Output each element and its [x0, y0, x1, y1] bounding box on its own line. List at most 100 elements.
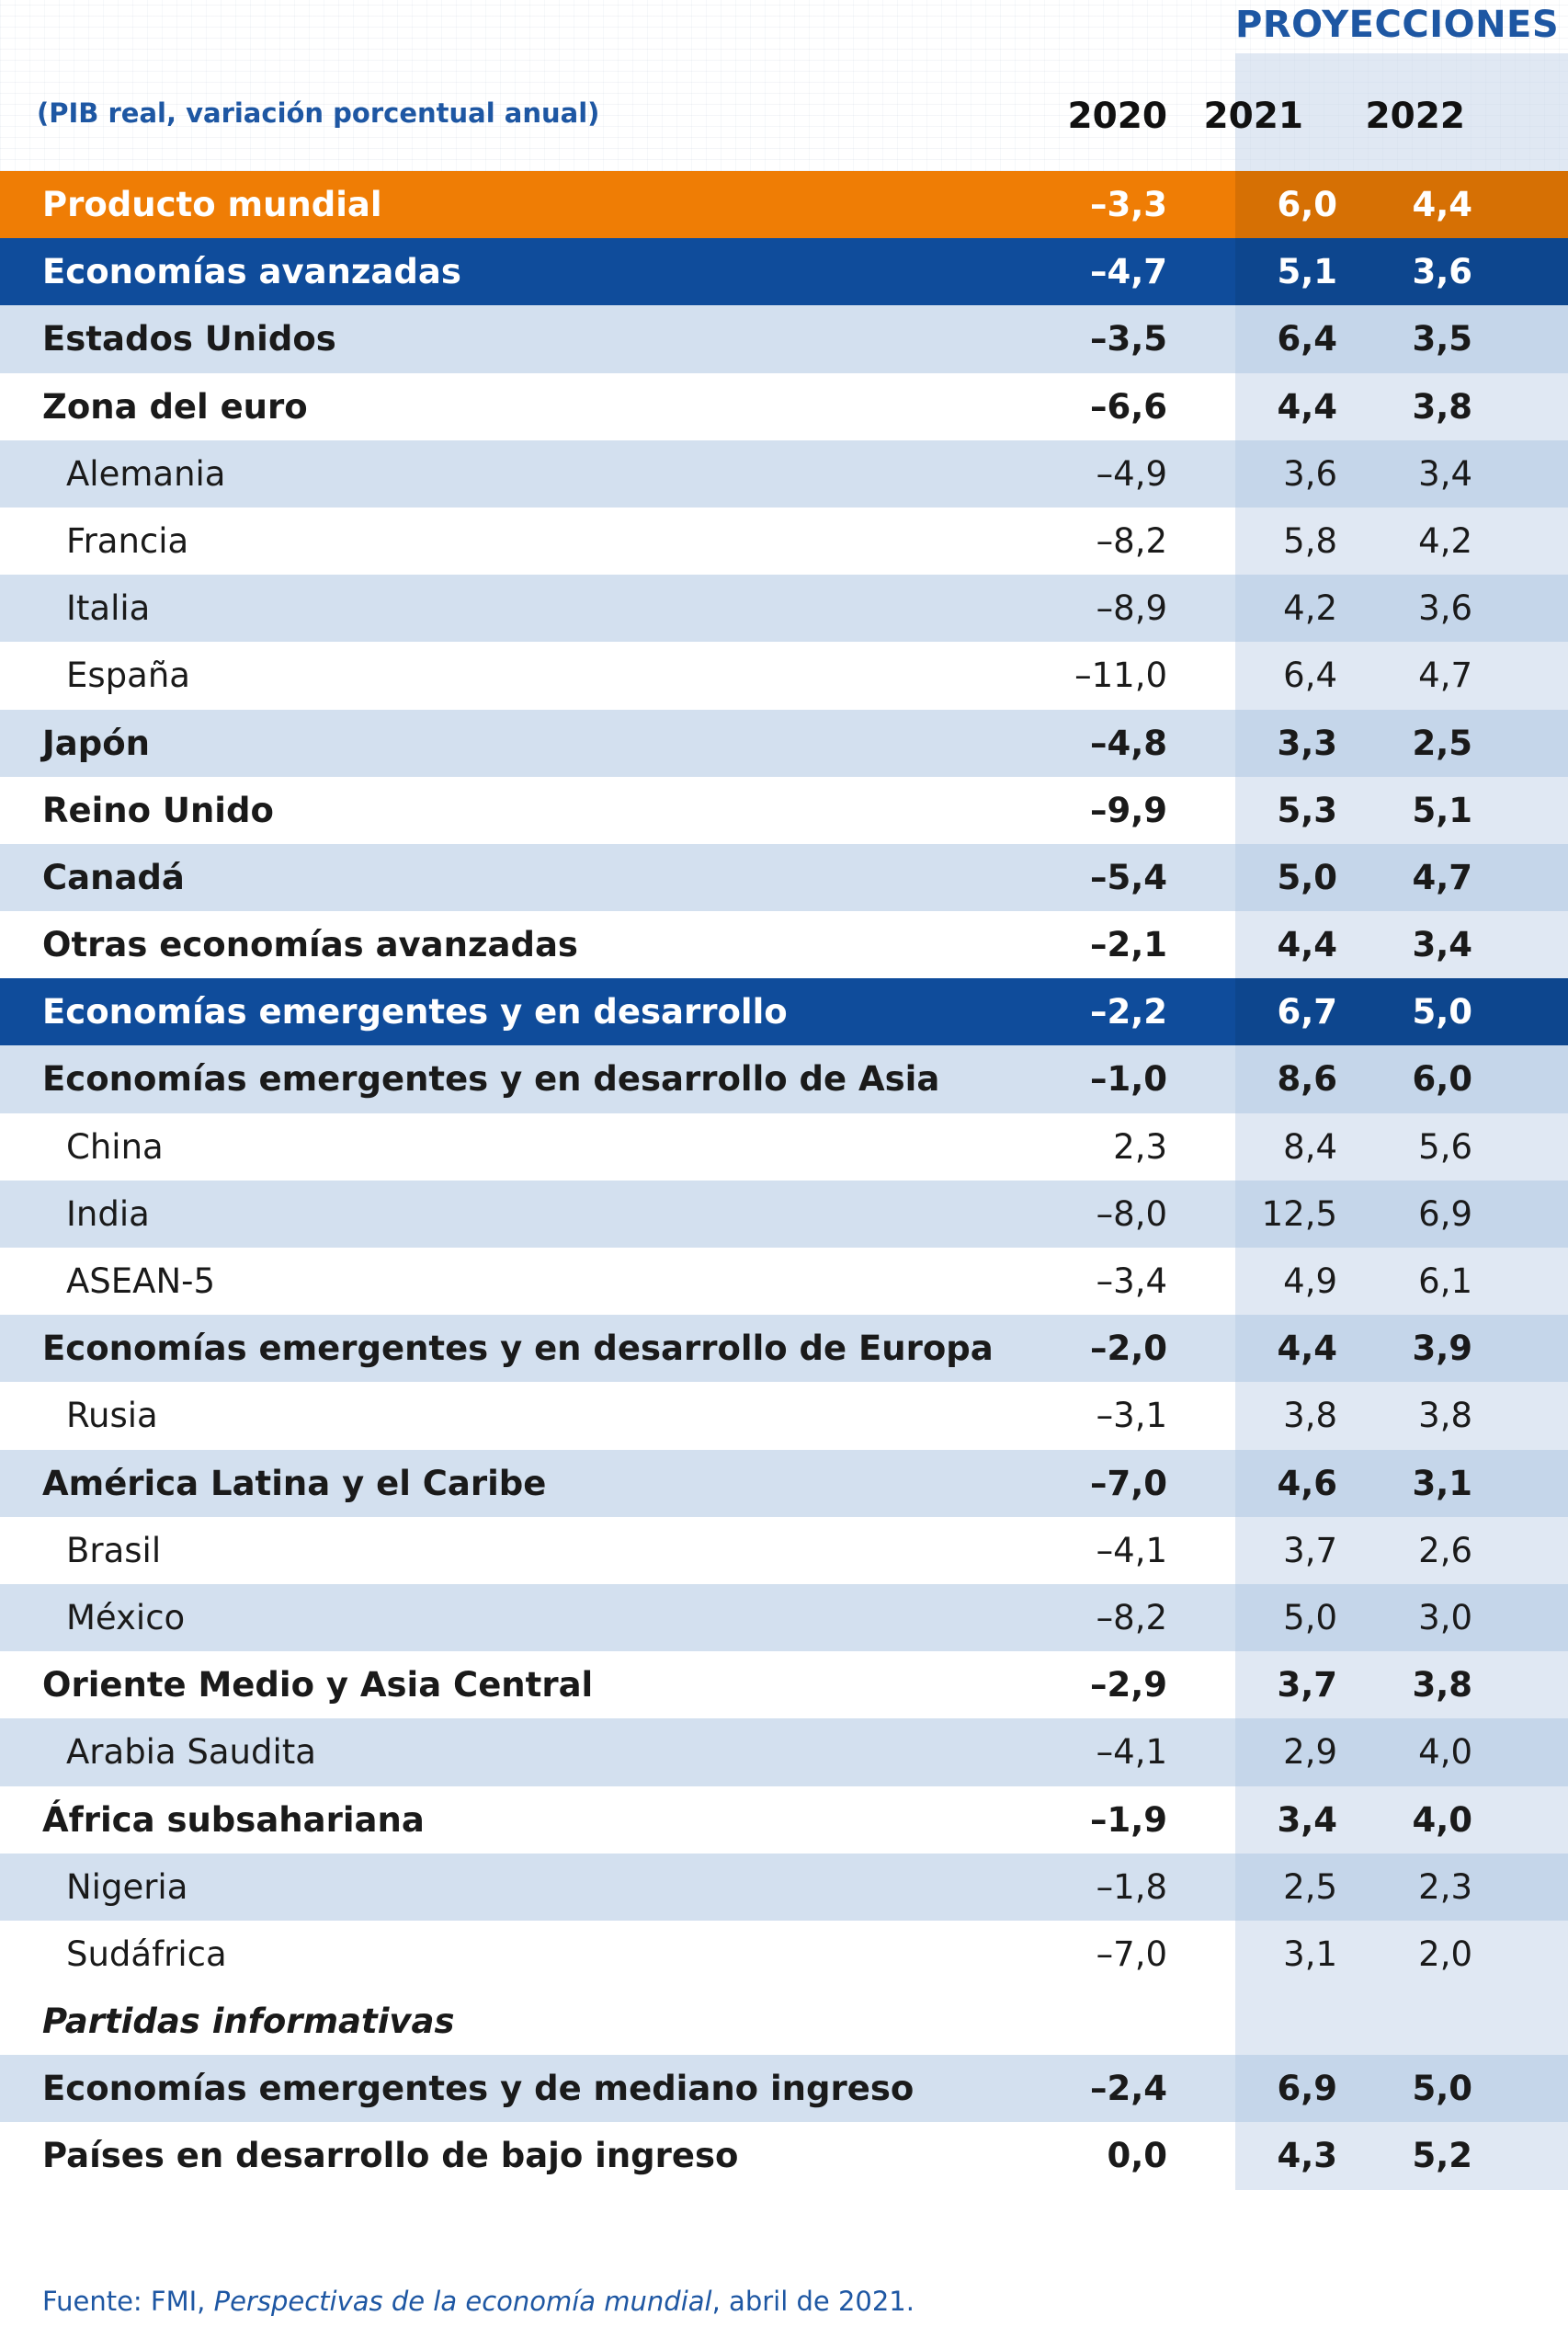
value-cell-2022: 3,8: [1335, 1651, 1472, 1718]
value-cell-2022: 3,5: [1335, 305, 1472, 372]
value-cell-2022: 3,4: [1335, 440, 1472, 508]
table-row: Economías avanzadas –4,7 5,1 3,6: [0, 238, 1568, 305]
row-label: China: [66, 1113, 164, 1181]
table-row: Rusia –3,1 3,8 3,8: [0, 1382, 1568, 1449]
row-label: Producto mundial: [42, 171, 382, 238]
table-row: ASEAN-5 –3,4 4,9 6,1: [0, 1248, 1568, 1315]
value-cell-2021: [1199, 1988, 1337, 2055]
row-label: Brasil: [66, 1517, 161, 1584]
value-cell-2021: 4,9: [1199, 1248, 1337, 1315]
data-table: Producto mundial –3,3 6,0 4,4 Economías avan…: [0, 171, 1568, 2190]
row-label: Japón: [42, 710, 150, 777]
value-cell-2020: –6,6: [1029, 373, 1167, 440]
row-label: India: [66, 1181, 150, 1248]
row-label: Economías avanzadas: [42, 238, 461, 305]
value-cell-2022: 3,1: [1335, 1450, 1472, 1517]
value-cell-2021: 2,5: [1199, 1854, 1337, 1921]
table-row: Nigeria –1,8 2,5 2,3: [0, 1854, 1568, 1921]
value-cell-2020: –4,1: [1029, 1517, 1167, 1584]
table-row: Estados Unidos –3,5 6,4 3,5: [0, 305, 1568, 372]
value-cell-2021: 5,8: [1199, 508, 1337, 575]
value-cell-2022: 6,0: [1335, 1045, 1472, 1112]
value-cell-2021: 5,3: [1199, 777, 1337, 844]
table-row: Sudáfrica –7,0 3,1 2,0: [0, 1921, 1568, 1988]
table-row: Producto mundial –3,3 6,0 4,4: [0, 171, 1568, 238]
value-cell-2021: 4,4: [1199, 373, 1337, 440]
value-cell-2022: [1335, 1988, 1472, 2055]
row-label: Estados Unidos: [42, 305, 336, 372]
row-label: México: [66, 1584, 185, 1651]
value-cell-2020: –1,0: [1029, 1045, 1167, 1112]
value-cell-2020: –8,2: [1029, 508, 1167, 575]
row-label: Partidas informativas: [42, 1988, 454, 2055]
value-cell-2020: –2,2: [1029, 978, 1167, 1045]
value-cell-2022: 4,2: [1335, 508, 1472, 575]
value-cell-2022: 2,0: [1335, 1921, 1472, 1988]
value-cell-2022: 4,4: [1335, 171, 1472, 238]
table-row: México –8,2 5,0 3,0: [0, 1584, 1568, 1651]
row-label: Rusia: [66, 1382, 158, 1449]
value-cell-2021: 12,5: [1199, 1181, 1337, 1248]
row-label: Italia: [66, 575, 150, 642]
value-cell-2020: –3,3: [1029, 171, 1167, 238]
row-label: América Latina y el Caribe: [42, 1450, 546, 1517]
value-cell-2021: 3,1: [1199, 1921, 1337, 1988]
value-cell-2020: –1,8: [1029, 1854, 1167, 1921]
value-cell-2020: –3,1: [1029, 1382, 1167, 1449]
value-cell-2022: 3,4: [1335, 911, 1472, 978]
value-cell-2022: 5,6: [1335, 1113, 1472, 1181]
value-cell-2022: 5,2: [1335, 2122, 1472, 2189]
value-cell-2020: –8,9: [1029, 575, 1167, 642]
table-row: Oriente Medio y Asia Central –2,9 3,7 3,8: [0, 1651, 1568, 1718]
source-suffix: , abril de 2021.: [712, 2286, 915, 2317]
year-header-2020: 2020: [1029, 96, 1167, 137]
table-row: China 2,3 8,4 5,6: [0, 1113, 1568, 1181]
value-cell-2022: 6,1: [1335, 1248, 1472, 1315]
value-cell-2021: 3,4: [1199, 1786, 1337, 1854]
value-cell-2021: 3,7: [1199, 1651, 1337, 1718]
table-row: Arabia Saudita –4,1 2,9 4,0: [0, 1718, 1568, 1785]
source-note: Fuente: FMI, Perspectivas de la economía…: [42, 2286, 915, 2317]
value-cell-2022: 3,9: [1335, 1315, 1472, 1382]
table-row: Japón –4,8 3,3 2,5: [0, 710, 1568, 777]
value-cell-2021: 6,0: [1199, 171, 1337, 238]
value-cell-2021: 4,2: [1199, 575, 1337, 642]
value-cell-2022: 2,3: [1335, 1854, 1472, 1921]
row-label: Canadá: [42, 844, 185, 911]
value-cell-2021: 4,4: [1199, 911, 1337, 978]
table-row: África subsahariana –1,9 3,4 4,0: [0, 1786, 1568, 1854]
source-title: Perspectivas de la economía mundial: [214, 2286, 712, 2317]
table-row: Economías emergentes y en desarrollo de …: [0, 1315, 1568, 1382]
table-subtitle: (PIB real, variación porcentual anual): [37, 97, 599, 129]
value-cell-2020: –2,1: [1029, 911, 1167, 978]
value-cell-2021: 5,0: [1199, 1584, 1337, 1651]
row-label: Oriente Medio y Asia Central: [42, 1651, 593, 1718]
row-label: África subsahariana: [42, 1786, 425, 1854]
value-cell-2020: –4,1: [1029, 1718, 1167, 1785]
value-cell-2021: 6,7: [1199, 978, 1337, 1045]
table-row: Francia –8,2 5,8 4,2: [0, 508, 1568, 575]
value-cell-2020: –7,0: [1029, 1921, 1167, 1988]
value-cell-2020: 0,0: [1029, 2122, 1167, 2189]
table-row: Brasil –4,1 3,7 2,6: [0, 1517, 1568, 1584]
projections-label: PROYECCIONES: [1235, 4, 1548, 46]
value-cell-2022: 4,7: [1335, 642, 1472, 709]
value-cell-2021: 3,7: [1199, 1517, 1337, 1584]
value-cell-2020: –4,7: [1029, 238, 1167, 305]
value-cell-2022: 4,0: [1335, 1718, 1472, 1785]
table-row: Economías emergentes y en desarrollo de …: [0, 1045, 1568, 1112]
table-row: Otras economías avanzadas –2,1 4,4 3,4: [0, 911, 1568, 978]
row-label: Economías emergentes y en desarrollo: [42, 978, 788, 1045]
row-label: Reino Unido: [42, 777, 274, 844]
value-cell-2021: 5,1: [1199, 238, 1337, 305]
row-label: Alemania: [66, 440, 225, 508]
value-cell-2022: 3,8: [1335, 373, 1472, 440]
value-cell-2020: –1,9: [1029, 1786, 1167, 1854]
value-cell-2022: 3,8: [1335, 1382, 1472, 1449]
year-header-2021: 2021: [1165, 96, 1303, 137]
value-cell-2022: 6,9: [1335, 1181, 1472, 1248]
value-cell-2021: 4,3: [1199, 2122, 1337, 2189]
value-cell-2020: –3,4: [1029, 1248, 1167, 1315]
table-row: Reino Unido –9,9 5,3 5,1: [0, 777, 1568, 844]
table-row: Alemania –4,9 3,6 3,4: [0, 440, 1568, 508]
